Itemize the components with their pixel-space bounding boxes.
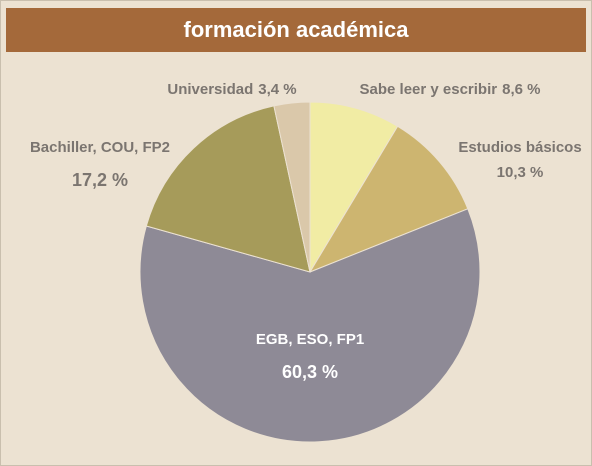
value-label: 10,3 %	[497, 164, 544, 181]
category-name: Bachiller, COU, FP2	[30, 139, 170, 156]
category-name: Sabe leer y escribir	[360, 81, 498, 98]
value-label: 17,2 %	[72, 170, 128, 190]
pie-slice	[309, 101, 399, 274]
pie-slice	[308, 125, 469, 274]
title-bar	[6, 8, 586, 52]
value-label: 8,6 %	[502, 81, 540, 98]
value-label: 3,4 %	[258, 81, 296, 98]
slice-label: Sabe leer y escribir 8,6 %	[360, 81, 541, 98]
category-name: EGB, ESO, FP1	[256, 331, 364, 348]
slice-label: Universidad 3,4 %	[167, 81, 296, 98]
pie-slice	[273, 101, 311, 273]
pie-slice	[139, 208, 481, 443]
pie-slice	[145, 105, 311, 273]
category-name: Universidad	[167, 81, 253, 98]
value-label: 60,3 %	[282, 362, 338, 382]
chart-title: formación académica	[184, 17, 410, 42]
category-name: Estudios básicos	[458, 139, 581, 156]
